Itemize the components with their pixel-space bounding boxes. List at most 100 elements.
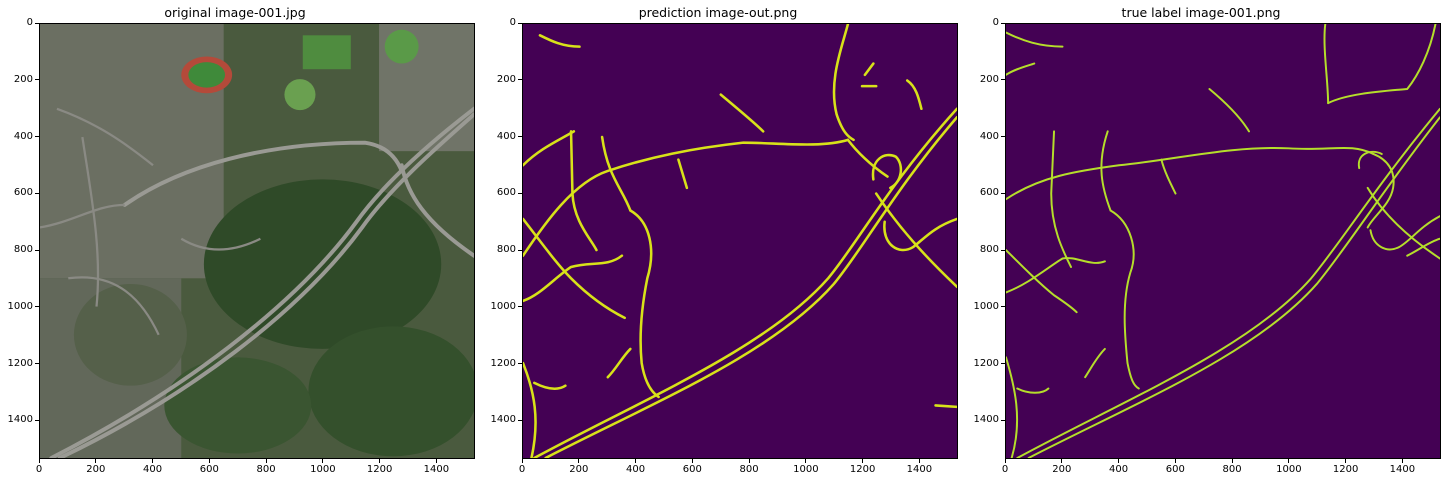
x-tick-mark	[208, 459, 210, 463]
y-tick-mark	[35, 22, 39, 24]
x-tick-label: 400	[1108, 464, 1129, 475]
y-tick-label: 1000	[7, 300, 33, 312]
y-tick-mark	[518, 192, 522, 194]
x-tick-label: 800	[256, 464, 276, 475]
x-tick-mark	[152, 459, 154, 463]
panel-original: original image-001.jpg	[0, 0, 475, 482]
y-tick-mark	[1001, 419, 1005, 421]
y-tick-label: 200	[13, 73, 33, 85]
y-tick-label: 1400	[7, 414, 33, 426]
x-tick-label: 600	[199, 464, 219, 475]
y-tick-mark	[35, 249, 39, 251]
y-tick-mark	[1001, 306, 1005, 308]
y-tick-mark	[518, 136, 522, 138]
x-tick-mark	[1288, 459, 1290, 463]
y-tick-mark	[35, 419, 39, 421]
y-tick-mark	[35, 192, 39, 194]
plot-area	[522, 23, 958, 459]
y-tick-label: 0	[992, 17, 999, 28]
x-tick-mark	[521, 459, 523, 463]
x-tick-mark	[265, 459, 267, 463]
y-tick-mark	[1001, 192, 1005, 194]
x-tick-mark	[691, 459, 693, 463]
x-tick-mark	[578, 459, 580, 463]
x-tick-mark	[1118, 459, 1120, 463]
x-tick-label: 0	[35, 464, 43, 475]
y-tick-mark	[1001, 22, 1005, 24]
y-tick-label: 0	[509, 17, 516, 28]
y-tick-label: 1400	[973, 414, 999, 426]
x-tick-mark	[1401, 459, 1403, 463]
x-tick-mark	[435, 459, 437, 463]
x-tick-label: 200	[569, 464, 589, 475]
x-tick-label: 400	[625, 464, 646, 475]
x-tick-label: 1400	[906, 464, 933, 475]
y-tick-label: 0	[26, 17, 33, 28]
x-tick-mark	[1345, 459, 1347, 463]
y-tick-label: 800	[979, 244, 999, 256]
y-tick-label: 1000	[973, 300, 999, 312]
y-tick-label: 400	[496, 130, 516, 142]
y-tick-label: 1200	[973, 357, 999, 369]
y-tick-label: 600	[496, 187, 516, 199]
y-tick-mark	[518, 363, 522, 365]
x-tick-label: 1000	[793, 464, 819, 475]
x-tick-mark	[1004, 459, 1006, 463]
x-tick-mark	[805, 459, 807, 463]
y-tick-mark	[35, 363, 39, 365]
x-tick-label: 1200	[366, 464, 393, 475]
x-tick-label: 800	[739, 464, 759, 475]
plot-area	[1005, 23, 1441, 459]
y-tick-label: 1000	[490, 300, 516, 312]
y-tick-mark	[35, 306, 39, 308]
x-tick-label: 200	[1052, 464, 1072, 475]
x-tick-mark	[379, 459, 381, 463]
y-tick-label: 600	[979, 187, 999, 199]
x-tick-label: 200	[86, 464, 106, 475]
y-tick-label: 400	[13, 130, 33, 142]
label-mask	[1006, 24, 1440, 458]
x-tick-mark	[95, 459, 97, 463]
y-tick-mark	[1001, 136, 1005, 138]
x-tick-label: 1400	[1389, 464, 1416, 475]
prediction-mask	[523, 24, 957, 458]
y-tick-mark	[1001, 249, 1005, 251]
y-tick-label: 1200	[490, 357, 516, 369]
x-tick-label: 800	[1222, 464, 1242, 475]
x-tick-label: 600	[1165, 464, 1185, 475]
aerial-image	[40, 24, 474, 458]
y-tick-label: 200	[979, 73, 999, 85]
panel-true-label: true label image-001.png	[966, 0, 1441, 482]
y-tick-mark	[35, 79, 39, 81]
x-tick-label: 400	[142, 464, 163, 475]
y-tick-label: 1200	[7, 357, 33, 369]
y-tick-mark	[35, 136, 39, 138]
panel-title: original image-001.jpg	[164, 5, 306, 20]
x-tick-mark	[38, 459, 40, 463]
y-tick-mark	[518, 22, 522, 24]
y-tick-mark	[1001, 363, 1005, 365]
x-tick-mark	[1231, 459, 1233, 463]
x-tick-label: 1200	[849, 464, 876, 475]
x-tick-mark	[322, 459, 324, 463]
x-tick-mark	[748, 459, 750, 463]
x-tick-mark	[1174, 459, 1176, 463]
y-tick-label: 400	[979, 130, 999, 142]
panel-prediction: prediction image-out.png	[483, 0, 958, 482]
panel-title: true label image-001.png	[1121, 5, 1281, 20]
y-tick-label: 200	[496, 73, 516, 85]
x-tick-label: 0	[1001, 464, 1009, 475]
x-tick-mark	[635, 459, 637, 463]
y-tick-mark	[518, 249, 522, 251]
x-tick-mark	[918, 459, 920, 463]
x-tick-label: 1000	[1276, 464, 1302, 475]
y-tick-mark	[518, 79, 522, 81]
y-tick-mark	[518, 306, 522, 308]
x-tick-label: 1000	[310, 464, 336, 475]
y-tick-mark	[518, 419, 522, 421]
plot-area	[39, 23, 475, 459]
y-tick-label: 1400	[490, 414, 516, 426]
x-tick-label: 1200	[1332, 464, 1359, 475]
y-tick-label: 600	[13, 187, 33, 199]
x-tick-label: 1400	[423, 464, 450, 475]
